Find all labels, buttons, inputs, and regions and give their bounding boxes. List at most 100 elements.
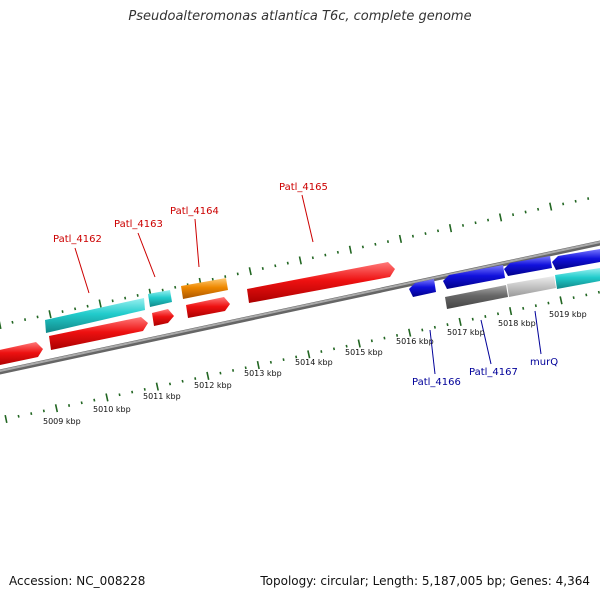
outer-minor-tick: [86, 304, 89, 308]
inner-minor-tick: [446, 323, 449, 327]
inner-minor-tick: [143, 387, 146, 391]
outer-minor-tick: [274, 264, 277, 268]
inner-minor-tick: [522, 306, 525, 310]
outer-minor-tick: [211, 277, 214, 281]
tick-label-5018: 5018 kbp: [498, 319, 536, 328]
inner-major-tick: [256, 360, 260, 370]
outer-minor-tick: [124, 296, 127, 300]
label-patl4166[interactable]: Patl_4166: [412, 377, 461, 388]
tick-label-5009: 5009 kbp: [43, 417, 81, 426]
outer-minor-tick: [61, 310, 64, 313]
outer-major-tick: [549, 202, 553, 211]
gene-lightgray-bar[interactable]: [507, 276, 556, 297]
inner-minor-tick: [232, 369, 235, 372]
outer-minor-tick: [537, 207, 540, 211]
inner-minor-tick: [597, 290, 600, 294]
gene-patl4164-orange-bar[interactable]: [181, 278, 228, 299]
inner-minor-tick: [396, 333, 399, 337]
inner-minor-tick: [383, 336, 386, 340]
inner-minor-tick: [194, 377, 197, 380]
outer-minor-tick: [36, 315, 39, 319]
tick-label-5012: 5012 kbp: [194, 381, 232, 390]
inner-minor-tick: [269, 360, 272, 364]
gene-blue-arrow-3[interactable]: [552, 249, 600, 270]
outer-major-tick: [298, 256, 302, 265]
gene-patl4163-cyan-bar[interactable]: [148, 290, 172, 307]
label-patl4162[interactable]: Patl_4162: [53, 234, 102, 245]
inner-minor-tick: [93, 398, 96, 402]
inner-major-tick: [105, 393, 109, 402]
outer-minor-tick: [174, 285, 177, 289]
gene-patl4166-blue-arrow[interactable]: [409, 279, 436, 297]
outer-minor-tick: [374, 242, 377, 246]
inner-minor-tick: [332, 347, 336, 351]
inner-major-tick: [458, 317, 462, 326]
label-patl4165[interactable]: Patl_4165: [279, 182, 328, 193]
inner-minor-tick: [484, 315, 487, 318]
outer-minor-tick: [136, 293, 139, 297]
gene-murq-cyan-bar[interactable]: [555, 268, 600, 289]
outer-minor-tick: [11, 320, 14, 324]
label-patl4164[interactable]: Patl_4164: [170, 206, 219, 217]
inner-minor-tick: [585, 293, 588, 297]
inner-minor-tick: [496, 312, 500, 316]
tick-label-5019: 5019 kbp: [549, 310, 587, 319]
inner-major-tick: [357, 339, 361, 348]
inner-major-tick: [155, 382, 159, 391]
tick-label-5010: 5010 kbp: [93, 405, 131, 414]
outer-minor-tick: [336, 250, 339, 254]
inner-minor-tick: [421, 328, 424, 332]
gene-blue-arrow-1[interactable]: [443, 265, 505, 289]
outer-minor-tick: [24, 318, 27, 322]
outer-minor-tick: [361, 245, 364, 249]
outer-major-tick: [98, 299, 102, 308]
label-patl4163[interactable]: Patl_4163: [114, 219, 163, 230]
inner-minor-tick: [244, 366, 247, 370]
leader-patl4164: [194, 218, 200, 268]
outer-minor-tick: [461, 224, 465, 227]
gene-red-arrow-1[interactable]: [49, 317, 148, 350]
gene-patl4165-red-arrow[interactable]: [247, 262, 395, 303]
outer-minor-tick: [111, 299, 114, 303]
inner-minor-tick: [68, 404, 71, 407]
inner-minor-tick: [433, 325, 436, 329]
outer-minor-tick: [324, 253, 327, 257]
inner-minor-tick: [295, 355, 298, 359]
inner-minor-tick: [80, 401, 83, 405]
outer-minor-tick: [474, 221, 477, 225]
inner-minor-tick: [168, 382, 172, 386]
outer-major-tick: [248, 267, 252, 276]
outer-minor-tick: [386, 240, 389, 244]
gene-patl4162-cyan-bar[interactable]: [45, 298, 145, 333]
inner-minor-tick: [345, 344, 348, 348]
outer-major-tick: [448, 224, 453, 233]
gene-red-arrow-left[interactable]: [0, 342, 43, 366]
outer-minor-tick: [487, 218, 490, 222]
leader-murq: [534, 310, 542, 355]
outer-major-tick: [48, 310, 52, 319]
gene-red-arrow-2[interactable]: [152, 309, 174, 326]
leader-patl4162: [74, 247, 90, 294]
kbp-tick-labels: 5009 kbp 5010 kbp 5011 kbp 5012 kbp 5013…: [43, 310, 587, 426]
leader-patl4163: [137, 232, 156, 278]
label-murq[interactable]: murQ: [530, 357, 558, 368]
outer-major-tick: [498, 213, 503, 222]
inner-minor-tick: [572, 296, 575, 300]
inner-major-tick: [307, 350, 311, 359]
outer-major-tick: [398, 234, 403, 243]
inner-minor-tick: [370, 339, 373, 343]
inner-minor-tick: [17, 414, 20, 418]
label-patl4167[interactable]: Patl_4167: [469, 367, 518, 378]
inner-minor-tick: [547, 301, 550, 305]
gene-patl4167-gray-bar[interactable]: [445, 285, 508, 309]
gene-red-arrow-3[interactable]: [186, 297, 230, 318]
gene-blue-arrow-2[interactable]: [504, 256, 552, 276]
tick-label-5014: 5014 kbp: [295, 358, 333, 367]
outer-minor-tick: [161, 288, 164, 292]
inner-minor-tick: [131, 390, 134, 394]
outer-minor-tick: [574, 199, 577, 203]
outer-minor-tick: [311, 256, 314, 260]
tick-label-5011: 5011 kbp: [143, 392, 181, 401]
inner-minor-tick: [471, 317, 474, 321]
